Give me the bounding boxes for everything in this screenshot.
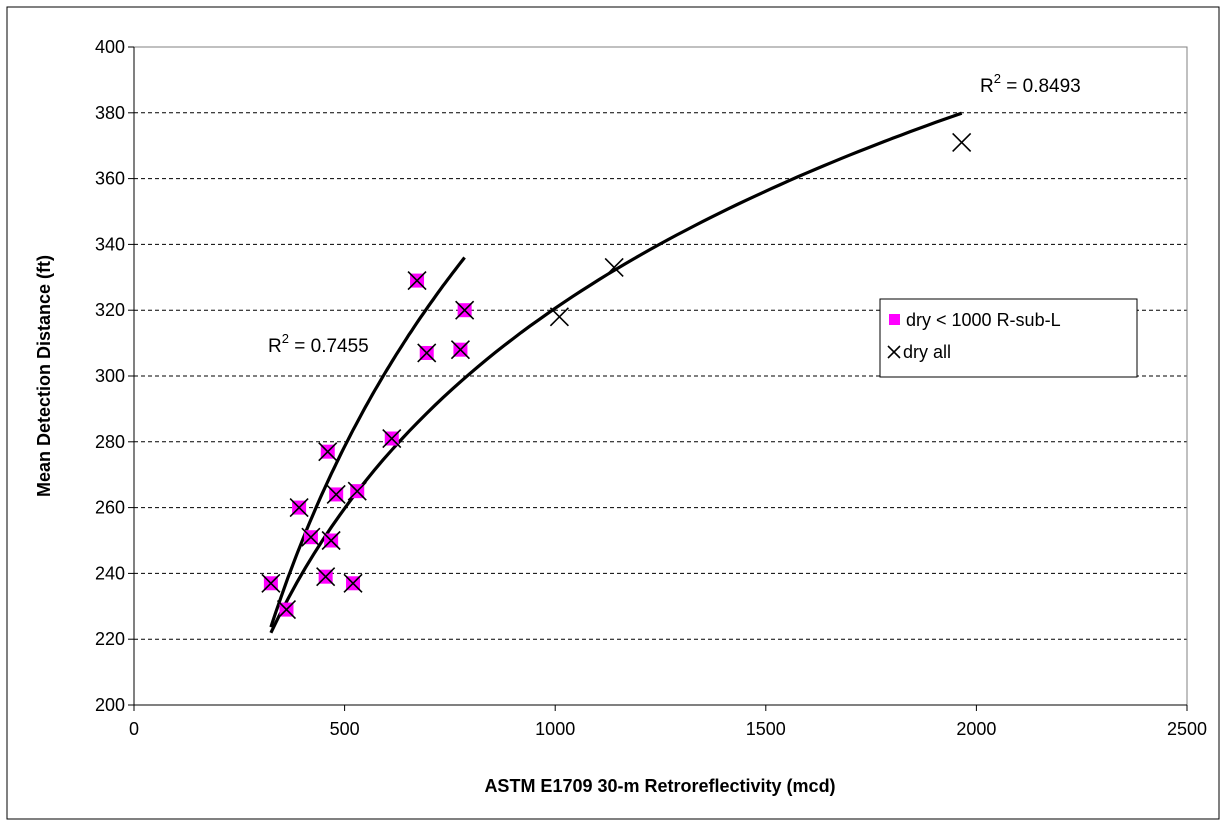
y-tick-label: 380 [95, 103, 125, 123]
legend-label-dry-all: dry all [903, 342, 951, 362]
point-x-marker [347, 481, 367, 501]
point-x-marker [276, 600, 297, 620]
y-tick-label: 340 [95, 234, 125, 254]
y-tick-label: 200 [95, 695, 125, 715]
point-x-marker [261, 573, 281, 593]
legend-label-dry-lt-1000: dry < 1000 R-sub-L [906, 310, 1061, 330]
point-x-marker [289, 498, 309, 518]
legend-x-marker [887, 345, 901, 359]
legend: dry < 1000 R-sub-L dry all [879, 298, 1138, 378]
trendline-0 [269, 256, 466, 628]
y-axis-title: Mean Detection Distance (ft) [34, 255, 54, 497]
point-x-marker [450, 340, 470, 360]
legend-box [879, 298, 1138, 378]
point-x-marker [407, 271, 427, 291]
point-x-marker [316, 567, 336, 587]
point-x-marker [549, 307, 569, 327]
trend-r2-label-0: R2 = 0.7455 [268, 331, 369, 357]
point-x-marker [301, 527, 321, 547]
legend-square-marker [889, 314, 900, 325]
chart-frame [6, 6, 1220, 820]
x-axis-ticks: 0 500 1000 1500 2000 2500 [129, 704, 1207, 739]
y-tick-label: 400 [95, 37, 125, 57]
y-tick-label: 220 [95, 629, 125, 649]
y-tick-label: 280 [95, 432, 125, 452]
point-x-marker [382, 428, 402, 449]
point-x-marker [318, 442, 338, 462]
data-points [261, 132, 972, 620]
y-tick-label: 260 [95, 498, 125, 518]
y-tick-label: 300 [95, 366, 125, 386]
point-x-marker [952, 132, 972, 152]
y-tick-label: 240 [95, 563, 125, 583]
x-tick-label: 500 [330, 719, 360, 739]
gridlines [134, 112, 1187, 640]
x-tick-label: 0 [129, 719, 139, 739]
point-x-marker [321, 530, 341, 551]
trend-r2-label-1: R2 = 0.8493 [980, 71, 1081, 97]
point-x-marker [455, 300, 475, 320]
y-tick-label: 320 [95, 300, 125, 320]
point-x-marker [417, 343, 437, 363]
x-tick-label: 1000 [535, 719, 575, 739]
x-tick-label: 2000 [956, 719, 996, 739]
y-axis-ticks: 200 220 240 260 280 300 320 340 360 380 400 [95, 37, 135, 715]
point-x-marker [326, 484, 346, 505]
point-x-marker [343, 573, 363, 593]
x-tick-label: 2500 [1167, 719, 1207, 739]
y-tick-label: 360 [95, 169, 125, 189]
x-axis-title: ASTM E1709 30-m Retroreflectivity (mcd) [484, 776, 835, 796]
x-tick-label: 1500 [746, 719, 786, 739]
point-x-marker [604, 257, 624, 277]
